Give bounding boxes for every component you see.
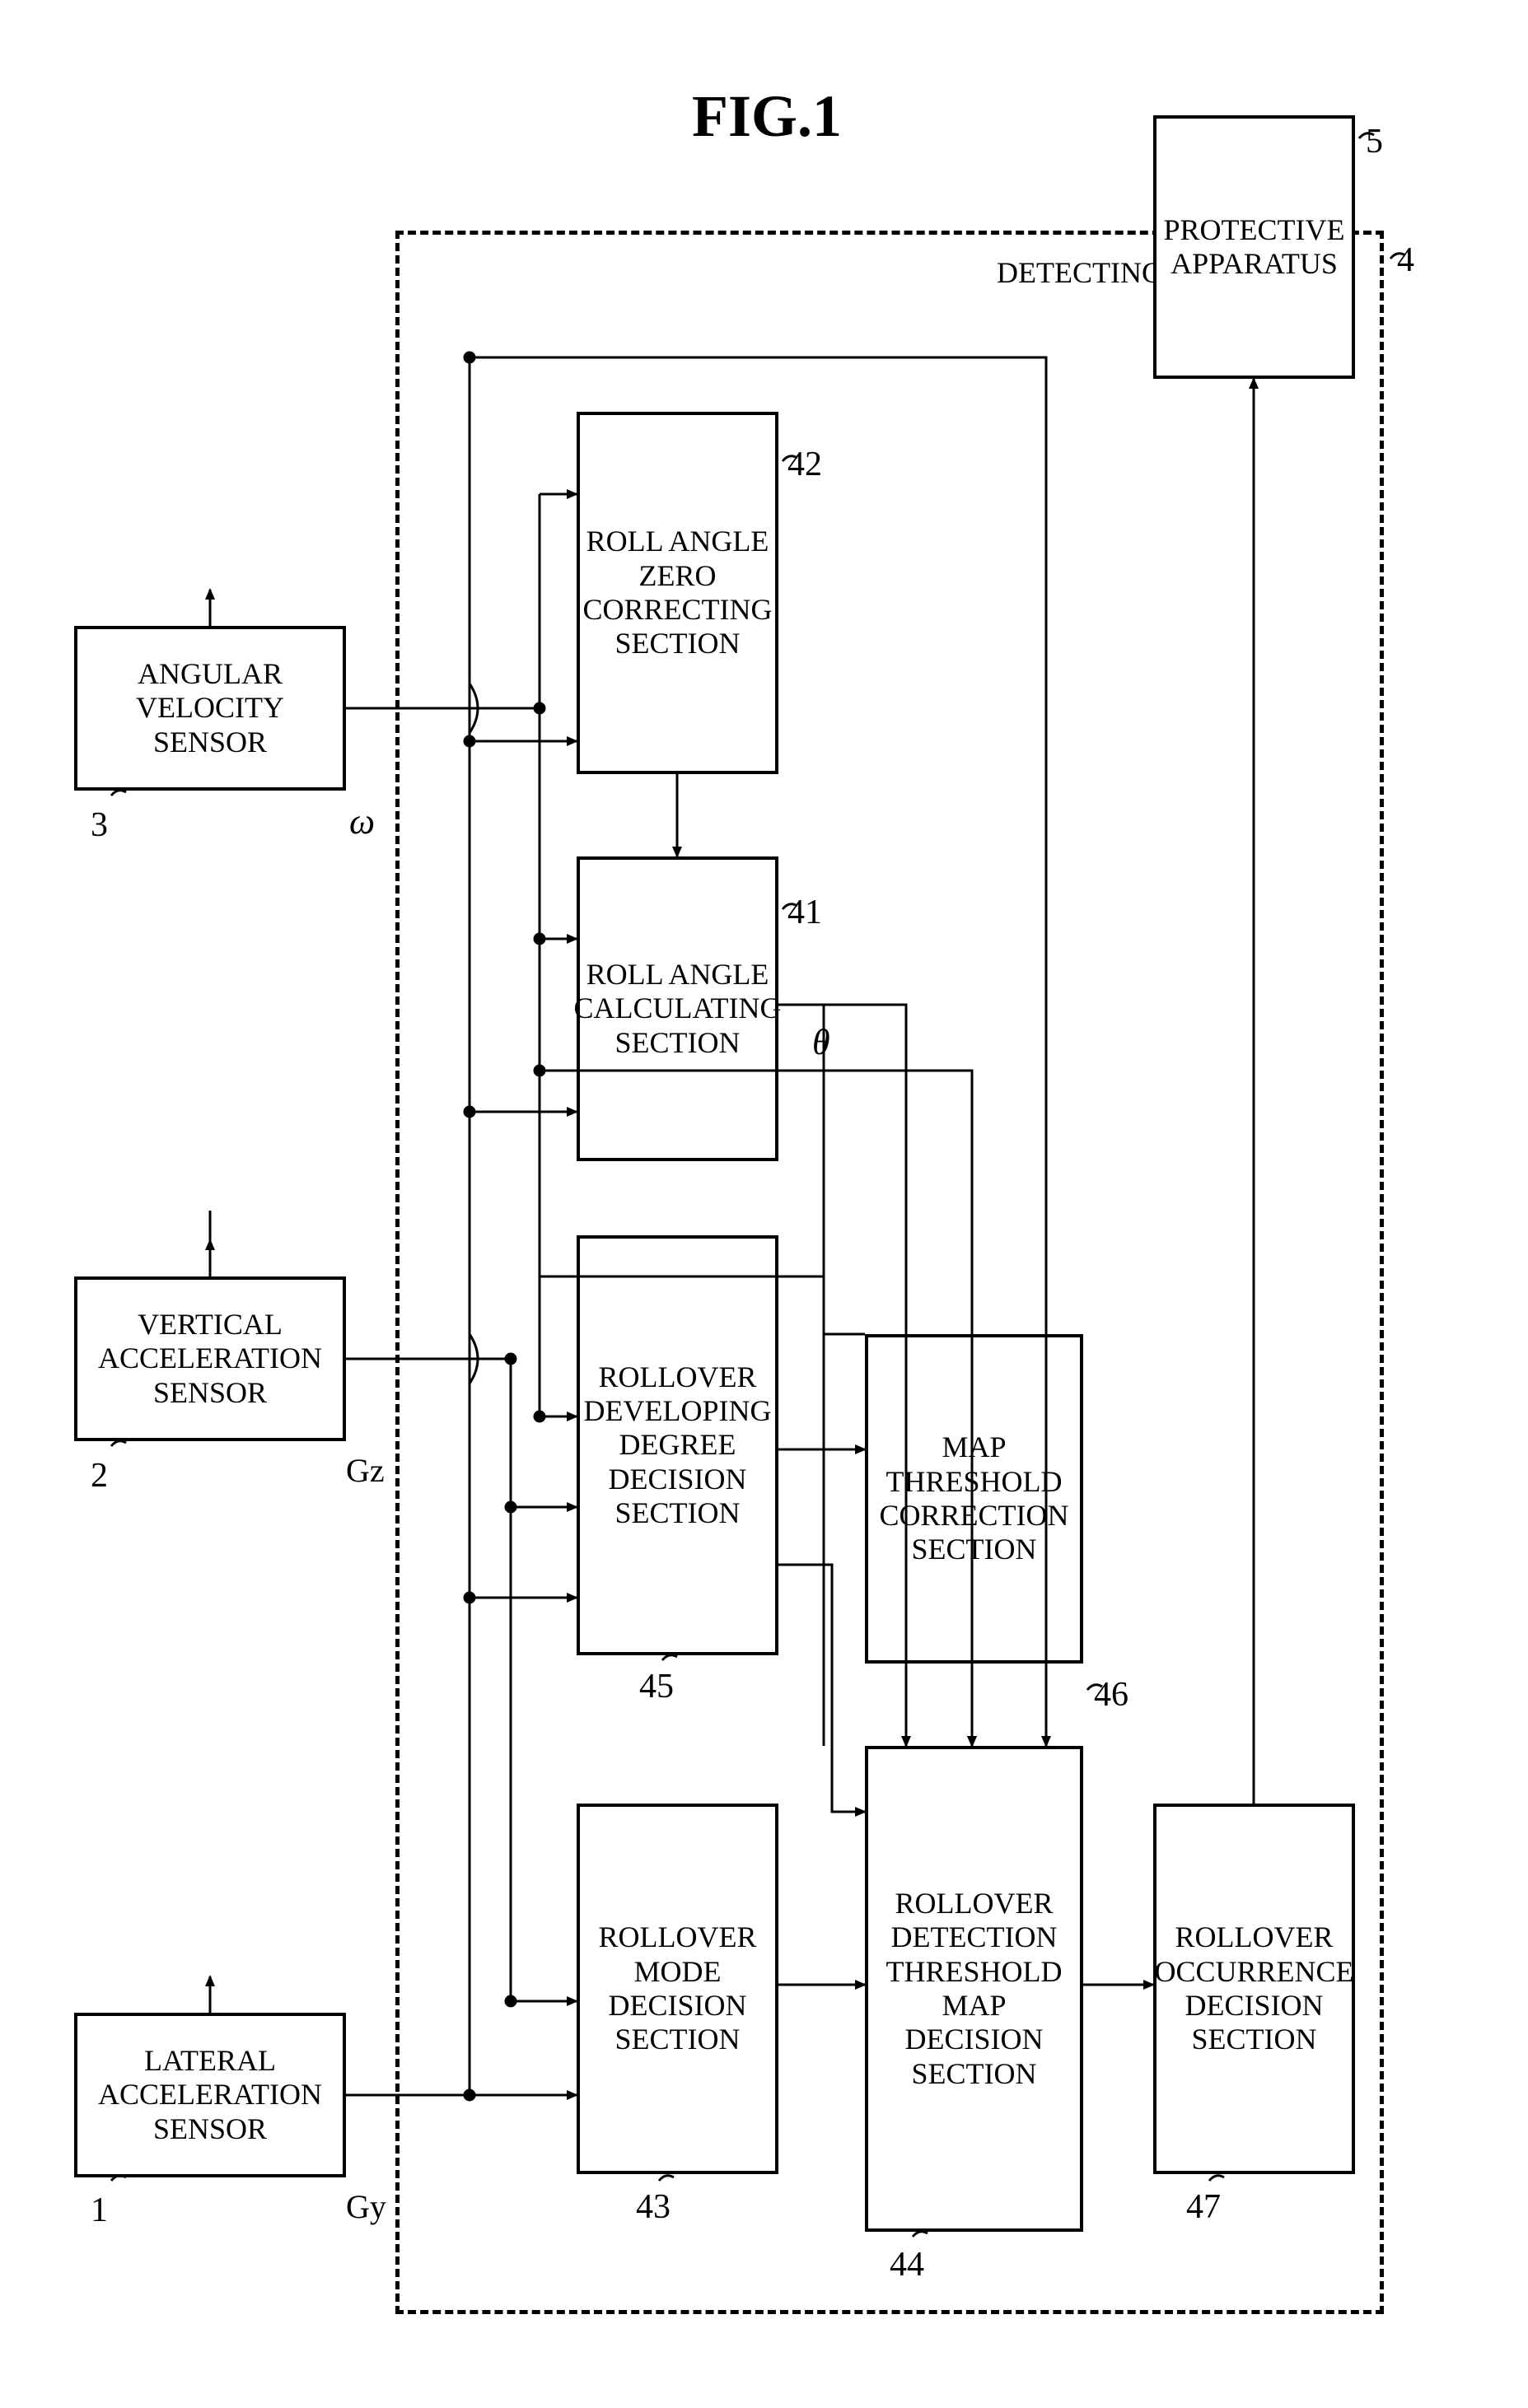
developing-degree-box: ROLLOVER DEVELOPING DEGREE DECISION SECT… <box>577 1235 778 1655</box>
map-correction-box: MAP THRESHOLD CORRECTION SECTION <box>865 1334 1083 1664</box>
lateral-sensor-box: LATERAL ACCELERATION SENSOR <box>74 2013 346 2177</box>
angular-sensor-box: ANGULAR VELOCITY SENSOR <box>74 626 346 791</box>
roll-angle-zero-text: ROLL ANGLE ZERO CORRECTING SECTION <box>583 525 773 661</box>
gz-label: Gz <box>346 1451 385 1490</box>
gy-label: Gy <box>346 2187 386 2226</box>
num-46: 46 <box>1094 1675 1128 1715</box>
num-4: 4 <box>1397 240 1414 280</box>
protective-text: PROTECTIVE APPARATUS <box>1161 213 1347 282</box>
num-3: 3 <box>91 805 108 845</box>
theta-label: θ <box>812 1021 830 1063</box>
vertical-sensor-box: VERTICAL ACCELERATION SENSOR <box>74 1276 346 1441</box>
num-2: 2 <box>91 1456 108 1496</box>
num-47: 47 <box>1186 2187 1221 2227</box>
vertical-sensor-text: VERTICAL ACCELERATION SENSOR <box>82 1308 338 1410</box>
num-45: 45 <box>639 1667 674 1706</box>
num-42: 42 <box>787 445 822 484</box>
protective-box: PROTECTIVE APPARATUS <box>1153 115 1355 379</box>
num-43: 43 <box>636 2187 671 2227</box>
occurrence-decision-text: ROLLOVER OCCURRENCE DECISION SECTION <box>1154 1920 1353 2057</box>
omega-label: ω <box>349 800 375 842</box>
map-correction-text: MAP THRESHOLD CORRECTION SECTION <box>873 1430 1075 1567</box>
mode-decision-text: ROLLOVER MODE DECISION SECTION <box>585 1920 770 2057</box>
occurrence-decision-box: ROLLOVER OCCURRENCE DECISION SECTION <box>1153 1804 1355 2174</box>
roll-angle-zero-box: ROLL ANGLE ZERO CORRECTING SECTION <box>577 412 778 774</box>
detection-map-text: ROLLOVER DETECTION THRESHOLD MAP DECISIO… <box>873 1887 1075 2091</box>
developing-degree-text: ROLLOVER DEVELOPING DEGREE DECISION SECT… <box>584 1360 772 1531</box>
lateral-sensor-text: LATERAL ACCELERATION SENSOR <box>82 2044 338 2146</box>
angular-sensor-text: ANGULAR VELOCITY SENSOR <box>82 657 338 759</box>
roll-angle-calc-text: ROLL ANGLE CALCULATING SECTION <box>574 958 782 1060</box>
num-1: 1 <box>91 2191 108 2230</box>
num-41: 41 <box>787 893 822 932</box>
num-44: 44 <box>890 2245 924 2284</box>
roll-angle-calc-box: ROLL ANGLE CALCULATING SECTION <box>577 856 778 1161</box>
figure-title: FIG.1 <box>692 82 842 151</box>
mode-decision-box: ROLLOVER MODE DECISION SECTION <box>577 1804 778 2174</box>
detection-map-box: ROLLOVER DETECTION THRESHOLD MAP DECISIO… <box>865 1746 1083 2232</box>
num-5: 5 <box>1366 122 1383 161</box>
